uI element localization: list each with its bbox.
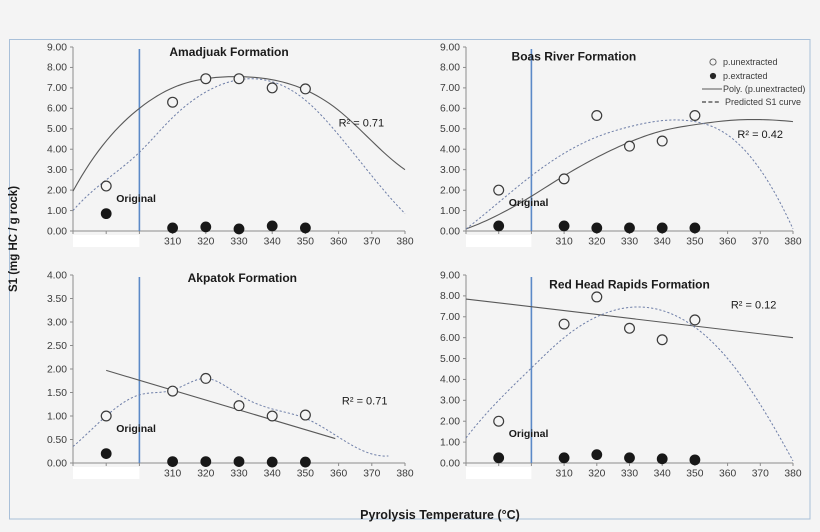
svg-text:310: 310 <box>556 237 573 248</box>
svg-text:2.00: 2.00 <box>440 185 460 196</box>
svg-text:2.00: 2.00 <box>47 185 67 196</box>
svg-text:330: 330 <box>621 469 638 480</box>
svg-text:370: 370 <box>363 469 380 480</box>
svg-text:4.00: 4.00 <box>440 145 460 156</box>
svg-text:360: 360 <box>330 237 347 248</box>
svg-text:310: 310 <box>556 469 573 480</box>
svg-text:1.50: 1.50 <box>47 388 67 399</box>
svg-text:Red Head Rapids Formation: Red Head Rapids Formation <box>549 278 710 292</box>
svg-text:380: 380 <box>396 237 413 248</box>
svg-text:310: 310 <box>164 237 181 248</box>
svg-text:360: 360 <box>719 469 736 480</box>
svg-text:0.00: 0.00 <box>47 226 67 237</box>
svg-text:8.00: 8.00 <box>47 63 67 74</box>
svg-text:Poly. (p.unextracted): Poly. (p.unextracted) <box>723 84 805 94</box>
svg-text:4.00: 4.00 <box>47 270 67 281</box>
svg-text:R² = 0.12: R² = 0.12 <box>731 299 777 311</box>
svg-text:3.00: 3.00 <box>47 317 67 328</box>
svg-text:360: 360 <box>330 469 347 480</box>
svg-text:5.00: 5.00 <box>47 124 67 135</box>
svg-text:360: 360 <box>719 237 736 248</box>
svg-text:6.00: 6.00 <box>440 333 460 344</box>
svg-text:0.00: 0.00 <box>440 226 460 237</box>
svg-text:1.00: 1.00 <box>440 437 460 448</box>
svg-text:320: 320 <box>588 237 605 248</box>
svg-text:2.00: 2.00 <box>47 364 67 375</box>
svg-text:350: 350 <box>686 469 703 480</box>
svg-text:320: 320 <box>588 469 605 480</box>
svg-text:340: 340 <box>264 237 281 248</box>
svg-text:3.00: 3.00 <box>440 396 460 407</box>
svg-text:6.00: 6.00 <box>440 104 460 115</box>
svg-text:5.00: 5.00 <box>440 124 460 135</box>
svg-text:340: 340 <box>654 469 671 480</box>
svg-text:Original: Original <box>116 193 156 205</box>
svg-text:350: 350 <box>297 237 314 248</box>
svg-text:9.00: 9.00 <box>440 42 460 53</box>
svg-text:4.00: 4.00 <box>440 375 460 386</box>
svg-text:Original: Original <box>509 428 549 440</box>
svg-text:3.50: 3.50 <box>47 294 67 305</box>
svg-text:330: 330 <box>230 469 247 480</box>
svg-text:p.extracted: p.extracted <box>723 71 768 81</box>
svg-text:R² = 0.71: R² = 0.71 <box>339 118 385 130</box>
svg-text:2.00: 2.00 <box>440 417 460 428</box>
svg-text:3.00: 3.00 <box>47 165 67 176</box>
svg-text:Boas River Formation: Boas River Formation <box>512 49 637 63</box>
svg-text:Akpatok Formation: Akpatok Formation <box>188 271 297 285</box>
svg-text:330: 330 <box>230 237 247 248</box>
svg-text:7.00: 7.00 <box>440 312 460 323</box>
svg-text:7.00: 7.00 <box>47 83 67 94</box>
svg-text:1.00: 1.00 <box>47 206 67 217</box>
svg-text:p.unextracted: p.unextracted <box>723 57 778 67</box>
svg-text:370: 370 <box>752 469 769 480</box>
svg-text:0.00: 0.00 <box>440 458 460 469</box>
svg-text:320: 320 <box>197 237 214 248</box>
svg-text:340: 340 <box>264 469 281 480</box>
svg-text:330: 330 <box>621 237 638 248</box>
svg-text:350: 350 <box>297 469 314 480</box>
svg-text:Original: Original <box>509 197 549 209</box>
svg-text:3.00: 3.00 <box>440 165 460 176</box>
svg-text:Predicted S1 curve: Predicted S1 curve <box>725 97 801 107</box>
svg-text:9.00: 9.00 <box>47 42 67 53</box>
svg-text:4.00: 4.00 <box>47 145 67 156</box>
svg-text:1.00: 1.00 <box>47 411 67 422</box>
svg-text:340: 340 <box>654 237 671 248</box>
svg-text:0.50: 0.50 <box>47 435 67 446</box>
svg-text:8.00: 8.00 <box>440 63 460 74</box>
svg-text:1.00: 1.00 <box>440 206 460 217</box>
svg-text:2.50: 2.50 <box>47 341 67 352</box>
svg-text:R² = 0.71: R² = 0.71 <box>342 395 388 407</box>
svg-text:5.00: 5.00 <box>440 354 460 365</box>
svg-text:9.00: 9.00 <box>440 270 460 281</box>
svg-text:380: 380 <box>784 237 801 248</box>
svg-text:Amadjuak Formation: Amadjuak Formation <box>169 45 288 59</box>
svg-text:320: 320 <box>197 469 214 480</box>
svg-text:Original: Original <box>116 423 156 435</box>
svg-text:7.00: 7.00 <box>440 83 460 94</box>
svg-text:350: 350 <box>686 237 703 248</box>
svg-text:310: 310 <box>164 469 181 480</box>
svg-text:8.00: 8.00 <box>440 291 460 302</box>
svg-text:370: 370 <box>363 237 380 248</box>
svg-text:370: 370 <box>752 237 769 248</box>
svg-text:380: 380 <box>784 469 801 480</box>
svg-text:380: 380 <box>396 469 413 480</box>
svg-text:R² = 0.42: R² = 0.42 <box>737 129 783 141</box>
svg-text:6.00: 6.00 <box>47 104 67 115</box>
svg-text:0.00: 0.00 <box>47 458 67 469</box>
